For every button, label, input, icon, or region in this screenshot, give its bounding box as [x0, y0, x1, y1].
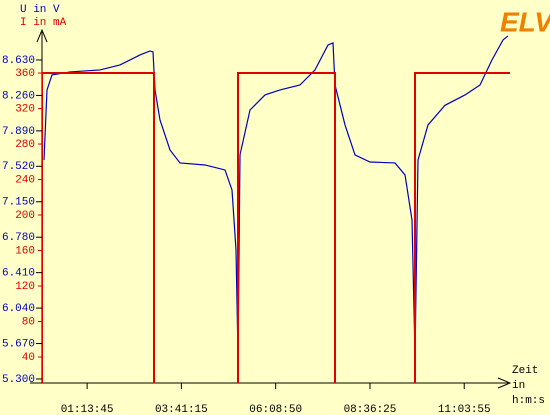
x-tick-label: 06:08:50: [249, 404, 302, 415]
y-tick-label: 8.630: [2, 55, 35, 67]
x-axis-arrow: [497, 377, 512, 389]
y-tick-label: 6.040: [2, 303, 35, 315]
y-axis-arrow: [36, 28, 48, 43]
x-axis-label: Zeit: [512, 365, 538, 377]
x-tick-label: 08:36:25: [344, 404, 397, 415]
y-tick-label: 5.300: [2, 374, 35, 386]
y2-tick-label: 80: [22, 316, 35, 328]
y-axis-label: U in V: [20, 4, 60, 16]
x-tick-label: 11:03:55: [438, 404, 491, 415]
y2-tick-label: 360: [15, 68, 35, 80]
y-tick-label: 5.670: [2, 338, 35, 350]
x-tick-label: 03:41:15: [155, 404, 208, 415]
y2-tick-label: 320: [15, 103, 35, 115]
y-tick-label: 7.890: [2, 126, 35, 138]
y-tick-label: 7.520: [2, 161, 35, 173]
y-tick-label: 8.260: [2, 90, 35, 102]
y2-tick-label: 160: [15, 245, 35, 257]
x-axis-label: in: [512, 380, 525, 392]
x-axis-label: h:m:s: [512, 395, 545, 407]
y2-tick-label: 40: [22, 352, 35, 364]
y2-tick-label: 200: [15, 210, 35, 222]
y2-tick-label: 280: [15, 139, 35, 151]
y-tick-label: 7.150: [2, 197, 35, 209]
series-line: [43, 35, 509, 355]
y2-tick-label: 240: [15, 174, 35, 186]
y-tick-label: 6.410: [2, 268, 35, 280]
logo: ELV: [500, 6, 550, 37]
x-tick-label: 01:13:45: [61, 404, 114, 415]
y2-axis-label: I in mA: [20, 17, 67, 29]
y2-tick-label: 120: [15, 281, 35, 293]
series-line: [42, 72, 510, 383]
y-tick-label: 6.780: [2, 232, 35, 244]
